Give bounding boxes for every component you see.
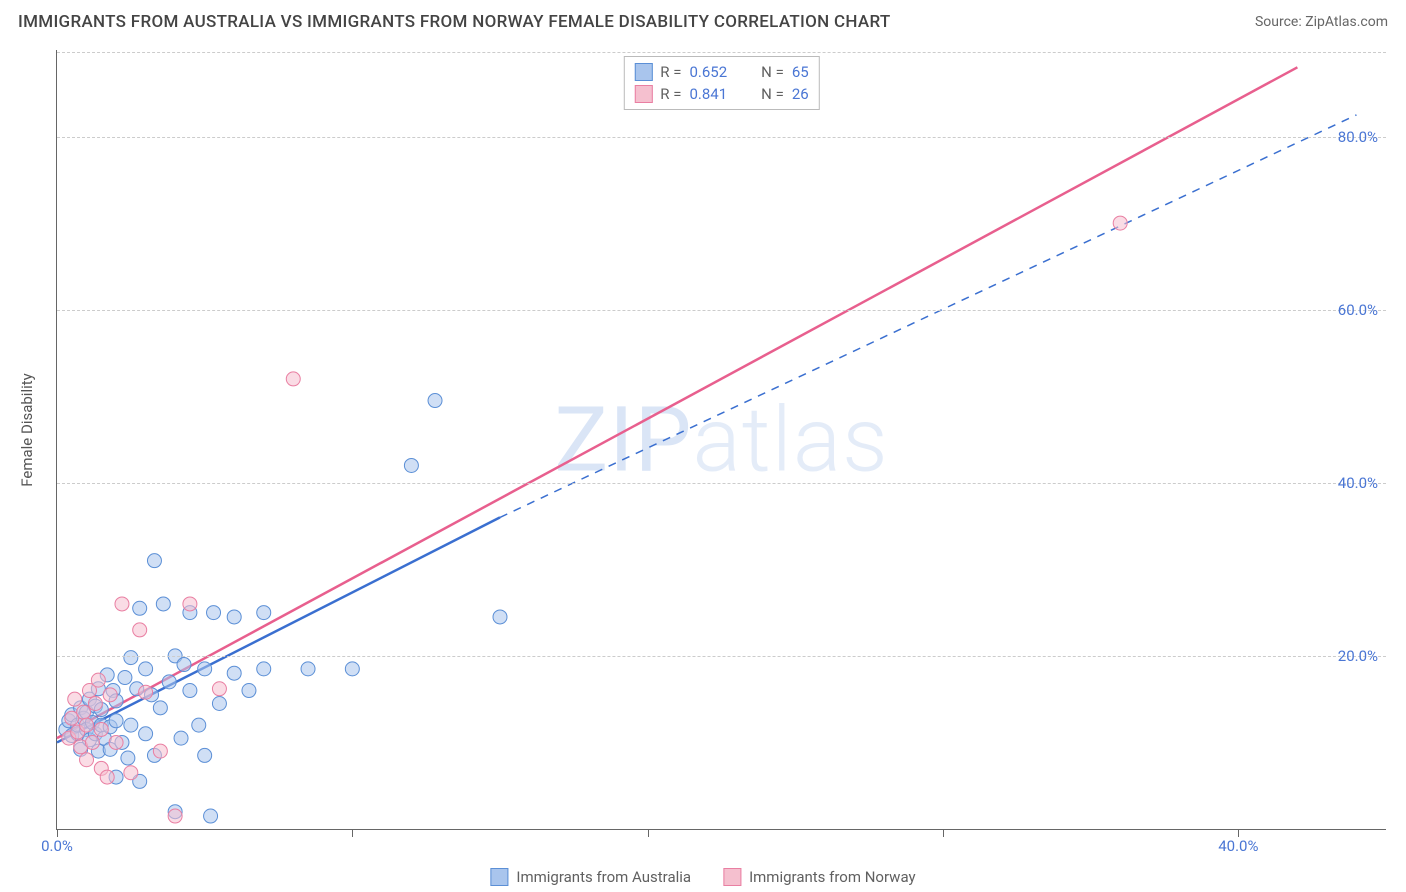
gridline-y [57, 656, 1386, 657]
legend-r-label-0: R = [660, 63, 681, 81]
y-tick-label: 20.0% [1338, 647, 1378, 665]
x-tick-label: 0.0% [41, 837, 73, 855]
y-tick-label: 60.0% [1338, 301, 1378, 319]
legend-n-value-1: 26 [792, 85, 809, 103]
legend-swatch-series-0 [634, 63, 652, 81]
legend-label-1: Immigrants from Norway [749, 868, 916, 886]
legend-r-label-1: R = [660, 85, 681, 103]
gridline-y [57, 137, 1386, 138]
legend-r-value-1: 0.841 [689, 85, 727, 103]
legend-swatch-bottom-1 [723, 868, 741, 886]
legend-r-value-0: 0.652 [689, 63, 727, 81]
legend-n-label-1: N = [761, 85, 784, 103]
chart-container: IMMIGRANTS FROM AUSTRALIA VS IMMIGRANTS … [0, 0, 1406, 892]
legend-row-series-1: R = 0.841 N = 26 [634, 83, 808, 105]
y-axis-label: Female Disability [18, 373, 36, 487]
plot-svg [57, 50, 1386, 829]
legend-n-label-0: N = [761, 63, 784, 81]
gridline-y [57, 483, 1386, 484]
legend-label-0: Immigrants from Australia [516, 868, 691, 886]
x-tick [57, 829, 58, 837]
gridline-y [57, 310, 1386, 311]
x-tick [943, 829, 944, 837]
legend-item-series-0: Immigrants from Australia [490, 868, 691, 886]
y-tick-label: 40.0% [1338, 474, 1378, 492]
gridline-y [57, 52, 1386, 53]
legend-correlation: R = 0.652 N = 65 R = 0.841 N = 26 [623, 56, 819, 110]
x-tick-label: 40.0% [1218, 837, 1258, 855]
y-tick-label: 80.0% [1338, 128, 1378, 146]
legend-n-value-0: 65 [792, 63, 809, 81]
legend-series: Immigrants from Australia Immigrants fro… [490, 868, 915, 886]
source-label: Source: ZipAtlas.com [1255, 14, 1388, 30]
legend-swatch-bottom-0 [490, 868, 508, 886]
legend-swatch-series-1 [634, 85, 652, 103]
title-bar: IMMIGRANTS FROM AUSTRALIA VS IMMIGRANTS … [0, 0, 1406, 44]
x-tick [648, 829, 649, 837]
legend-row-series-0: R = 0.652 N = 65 [634, 61, 808, 83]
x-tick [352, 829, 353, 837]
source-prefix: Source: [1255, 14, 1305, 30]
x-tick [1238, 829, 1239, 837]
source-value: ZipAtlas.com [1305, 14, 1388, 30]
plot-area: ZIPatlas R = 0.652 N = 65 R = 0.841 N = … [56, 50, 1386, 830]
chart-title: IMMIGRANTS FROM AUSTRALIA VS IMMIGRANTS … [18, 12, 891, 32]
legend-item-series-1: Immigrants from Norway [723, 868, 916, 886]
